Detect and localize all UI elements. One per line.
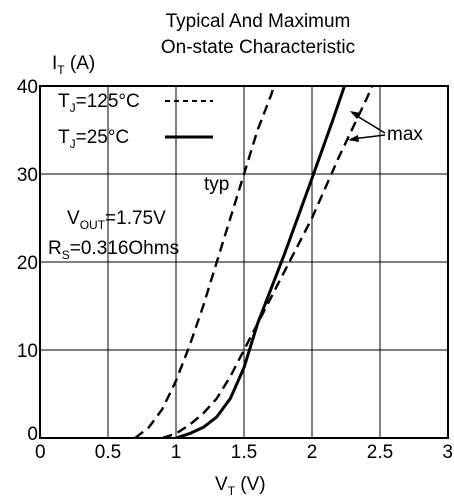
x-tick-label: 1	[171, 442, 182, 463]
annotation-typ: typ	[204, 174, 229, 195]
x-axis-label-main: V	[215, 474, 228, 495]
annotation-vout-main: V	[67, 208, 80, 229]
annotation-rs: RS=0.316Ohms	[48, 238, 179, 262]
x-tick-label: 2	[307, 442, 318, 463]
y-axis-label-suffix: (A)	[65, 53, 96, 74]
max-arrow-upper-head	[350, 111, 361, 119]
annotation-max: max	[387, 124, 423, 145]
annotation-vout-text: =1.75V	[105, 208, 166, 229]
x-tick-label: 3	[442, 442, 453, 463]
legend-label-125c-main: T	[58, 91, 70, 112]
y-axis-label-sub: T	[57, 63, 65, 77]
annotation-rs-main: R	[48, 238, 62, 259]
legend-label-125c-sub: J	[70, 101, 76, 115]
y-tick-label: 30	[17, 165, 38, 186]
x-tick-label: 2.5	[367, 442, 393, 463]
y-tick-label: 40	[17, 77, 38, 98]
legend-label-25c-main: T	[58, 127, 70, 148]
series-group	[134, 86, 374, 438]
chart-title-line-1: Typical And Maximum	[166, 11, 351, 32]
legend-label-125c-text: =125°C	[76, 91, 140, 112]
grid	[40, 86, 448, 438]
x-tick-label: 1.5	[231, 442, 257, 463]
y-tick-label: 10	[17, 341, 38, 362]
y-axis-label-main: I	[52, 53, 57, 74]
y-tick-label: 0	[27, 424, 38, 445]
legend-label-25c-text: =25°C	[76, 127, 130, 148]
plot-frame	[39, 85, 449, 439]
x-tick-label: 0	[35, 442, 46, 463]
annotation-rs-text: =0.316Ohms	[70, 238, 179, 259]
legend-label-25c-sub: J	[70, 137, 76, 151]
x-axis-label-suffix: (V)	[235, 474, 266, 495]
series-line-3	[162, 86, 374, 438]
x-tick-label: 0.5	[95, 442, 121, 463]
legend-label-25c: TJ=25°C	[58, 127, 129, 151]
x-axis-label-sub: T	[228, 484, 236, 497]
max-arrow-lower-head	[348, 135, 359, 142]
series-line-1	[134, 86, 276, 438]
legend-label-125c: TJ=125°C	[58, 91, 140, 115]
legend: TJ=125°C TJ=25°C	[58, 91, 213, 151]
annotation-vout: VOUT=1.75V	[67, 208, 166, 232]
annotation-rs-sub: S	[62, 248, 70, 262]
x-axis-label: VT (V)	[215, 474, 266, 497]
y-tick-label: 20	[17, 253, 38, 274]
chart-title-line-2: On-state Characteristic	[161, 37, 355, 58]
series-line-2	[175, 86, 347, 438]
annotation-vout-sub: OUT	[80, 218, 106, 232]
y-axis-label: IT (A)	[52, 53, 95, 77]
